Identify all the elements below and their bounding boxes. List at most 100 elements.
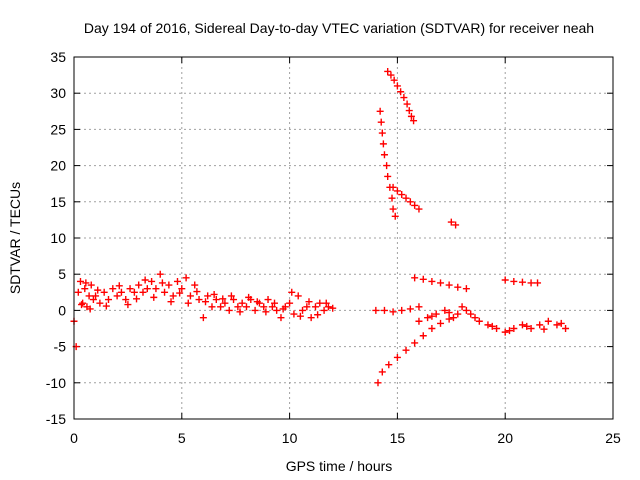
data-point: [191, 281, 199, 289]
data-point: [219, 295, 227, 303]
data-point: [398, 306, 406, 314]
data-point: [437, 319, 445, 327]
data-point: [79, 299, 87, 307]
data-point: [271, 299, 279, 307]
data-point: [441, 306, 449, 314]
data-point: [86, 305, 94, 313]
y-tick-label: 35: [50, 49, 66, 65]
data-point: [85, 292, 93, 300]
y-tick-label: 5: [58, 266, 66, 282]
data-point: [393, 82, 401, 90]
data-point: [117, 288, 125, 296]
data-point: [100, 288, 108, 296]
data-point: [428, 312, 436, 320]
data-points: [70, 67, 570, 387]
data-point: [391, 212, 399, 220]
data-series: [376, 107, 399, 220]
y-tick-label: -10: [46, 375, 66, 391]
data-point: [424, 314, 432, 322]
data-point: [393, 353, 401, 361]
data-point: [384, 67, 392, 75]
data-point: [411, 339, 419, 347]
data-point: [398, 191, 406, 199]
data-point: [264, 296, 272, 304]
data-series: [447, 218, 460, 229]
data-point: [89, 296, 97, 304]
data-point: [510, 277, 518, 285]
data-point: [415, 205, 423, 213]
data-point: [124, 301, 132, 309]
data-point: [403, 100, 411, 108]
data-point: [377, 118, 385, 126]
data-point: [141, 276, 149, 284]
chart-title: Day 194 of 2016, Sidereal Day-to-day VTE…: [84, 20, 594, 36]
data-point: [415, 317, 423, 325]
data-point: [437, 279, 445, 287]
y-axis-label: SDTVAR / TECUs: [7, 182, 23, 294]
data-series: [384, 67, 418, 125]
data-point: [536, 321, 544, 329]
x-axis-label: GPS time / hours: [286, 458, 393, 474]
data-point: [518, 321, 526, 329]
y-tick-label: 20: [50, 158, 66, 174]
data-point: [383, 162, 391, 170]
data-point: [76, 277, 84, 285]
data-point: [506, 327, 514, 335]
data-point: [245, 293, 253, 301]
data-point: [454, 310, 462, 318]
y-tick-label: 30: [50, 85, 66, 101]
data-point: [204, 292, 212, 300]
data-point: [322, 299, 330, 307]
data-point: [527, 279, 535, 287]
data-point: [296, 312, 304, 320]
data-point: [428, 325, 436, 332]
data-point: [139, 288, 147, 296]
data-point: [210, 290, 218, 298]
data-point: [553, 321, 561, 329]
data-point: [195, 296, 203, 304]
y-tick-label: 0: [58, 302, 66, 318]
data-point: [405, 107, 413, 115]
data-point: [389, 205, 397, 213]
x-tick-label: 15: [390, 430, 406, 446]
data-point: [143, 285, 151, 293]
data-point: [104, 296, 112, 304]
data-point: [294, 292, 302, 300]
data-series: [501, 276, 542, 287]
data-point: [225, 306, 233, 314]
data-point: [115, 282, 123, 290]
y-tick-label: 25: [50, 121, 66, 137]
data-point: [378, 129, 386, 137]
data-point: [135, 281, 143, 289]
data-point: [184, 299, 192, 307]
data-point: [454, 283, 462, 291]
data-point: [314, 311, 322, 319]
data-point: [307, 314, 315, 322]
data-series: [411, 274, 470, 293]
data-point: [385, 361, 393, 369]
data-point: [277, 314, 285, 322]
data-point: [158, 279, 166, 287]
data-point: [176, 289, 184, 297]
data-point: [374, 379, 382, 387]
data-series: [389, 183, 423, 213]
data-point: [389, 183, 397, 191]
data-point: [81, 285, 89, 293]
data-point: [113, 292, 121, 300]
data-point: [96, 299, 104, 307]
data-point: [150, 293, 158, 301]
data-point: [557, 319, 565, 327]
data-point: [262, 308, 270, 316]
data-point: [372, 306, 380, 314]
data-point: [467, 310, 475, 318]
data-point: [87, 281, 95, 289]
y-tick-label: 10: [50, 230, 66, 246]
data-point: [387, 71, 395, 79]
data-point: [109, 285, 117, 293]
data-point: [458, 303, 466, 311]
data-point: [501, 276, 509, 284]
data-point: [230, 296, 238, 304]
data-point: [378, 368, 386, 376]
data-point: [92, 292, 100, 300]
